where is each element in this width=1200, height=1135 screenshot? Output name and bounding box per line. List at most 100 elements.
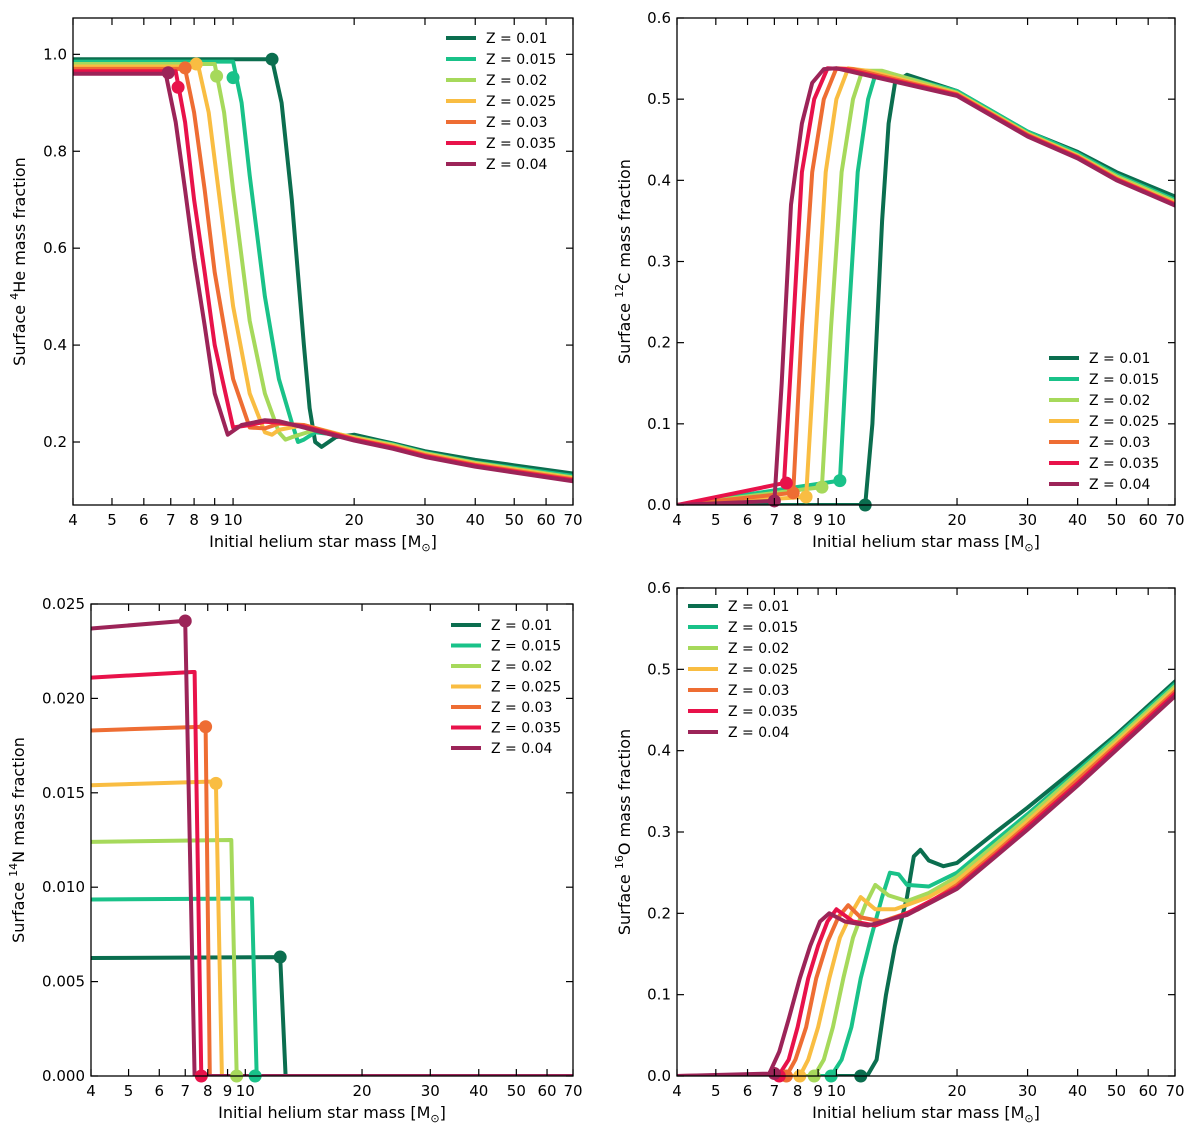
series-group: [677, 66, 1175, 505]
series-line-3: [677, 686, 1175, 1076]
y-tick-label: 0.4: [43, 336, 67, 354]
series-marker-1: [226, 71, 240, 85]
axes-frame: [72, 17, 574, 506]
x-tick-label: 70: [563, 1082, 582, 1100]
x-tick-label: 20: [947, 1082, 966, 1100]
y-tick-label: 0.005: [42, 973, 85, 991]
legend-label: Z = 0.02: [1089, 393, 1150, 409]
x-tick-label: 40: [469, 1082, 488, 1100]
legend-label: Z = 0.035: [486, 136, 556, 152]
legend-label: Z = 0.01: [728, 599, 789, 615]
y-tick-label: 0.3: [647, 823, 671, 841]
series-marker-6: [178, 614, 192, 628]
x-tick-label: 6: [139, 511, 149, 529]
x-axis-label: Initial helium star mass [M⊙]: [812, 532, 1040, 554]
x-tick-label: 9: [210, 511, 220, 529]
series-marker-5: [171, 80, 185, 94]
y-tick-label: 0.4: [647, 171, 671, 189]
y-tick-label: 0.015: [42, 784, 85, 802]
series-line-3: [91, 779, 573, 1076]
y-tick-label: 0.8: [43, 142, 67, 160]
series-line-2: [91, 838, 573, 1076]
x-tick-label: 60: [537, 511, 556, 529]
legend-label: Z = 0.015: [486, 52, 556, 68]
x-axis-label: Initial helium star mass [M⊙]: [218, 1103, 446, 1125]
x-tick-label: 8: [189, 511, 199, 529]
x-tick-label: 5: [711, 1082, 721, 1100]
y-tick-label: 0.6: [647, 579, 671, 597]
legend-label: Z = 0.035: [491, 721, 561, 737]
x-tick-label: 10: [827, 511, 846, 529]
y-tick-label: 0.0: [647, 496, 671, 514]
legend-label: Z = 0.03: [491, 700, 552, 716]
series-line-4: [91, 724, 573, 1076]
legend-label: Z = 0.04: [1089, 477, 1150, 493]
axes-frame: [676, 17, 1176, 506]
series-marker-2: [815, 480, 829, 494]
x-tick-label: 70: [563, 511, 582, 529]
series-marker-3: [209, 776, 223, 790]
series-line-1: [91, 896, 573, 1076]
legend: Z = 0.01 Z = 0.015 Z = 0.02 Z = 0.025 Z = 0.…: [688, 599, 798, 741]
legend-label: Z = 0.01: [486, 31, 547, 47]
x-axis-label: Initial helium star mass [M⊙]: [209, 532, 437, 554]
legend-label: Z = 0.025: [728, 662, 798, 678]
x-tick-label: 4: [68, 511, 78, 529]
y-tick-label: 0.025: [42, 595, 85, 613]
x-tick-label: 7: [166, 511, 176, 529]
y-tick-label: 0.5: [647, 90, 671, 108]
y-tick-label: 1.0: [43, 45, 67, 63]
series-line-0: [91, 955, 573, 1076]
legend-label: Z = 0.02: [486, 73, 547, 89]
x-tick-label: 20: [947, 511, 966, 529]
series-marker-0: [265, 52, 279, 66]
x-tick-label: 9: [813, 1082, 823, 1100]
x-tick-label: 9: [223, 1082, 233, 1100]
legend-label: Z = 0.04: [486, 157, 547, 173]
legend-label: Z = 0.04: [728, 725, 789, 741]
x-axis-label: Initial helium star mass [M⊙]: [812, 1103, 1040, 1125]
legend-label: Z = 0.035: [728, 704, 798, 720]
series-line-5: [91, 670, 573, 1076]
x-tick-label: 8: [793, 1082, 803, 1100]
panel-n14: 4 5 6 7 8 9 10 20 30 40 50 60 70 0.000 0.005 0.010 0.015…: [7, 595, 583, 1125]
legend-label: Z = 0.015: [728, 620, 798, 636]
x-tick-label: 5: [711, 511, 721, 529]
x-tick-label: 60: [1139, 511, 1158, 529]
x-tick-label: 10: [224, 511, 243, 529]
series-marker-1: [833, 474, 847, 488]
x-tick-label: 5: [107, 511, 117, 529]
x-tick-label: 9: [813, 511, 823, 529]
x-tick-label: 40: [1068, 1082, 1087, 1100]
y-tick-label: 0.2: [43, 433, 67, 451]
y-tick-label: 0.5: [647, 660, 671, 678]
legend-label: Z = 0.015: [1089, 372, 1159, 388]
panel-o16: 4 5 6 7 8 9 10 20 30 40 50 60 70 0.0 0.1 0.2 0.3 0.4 0.5 0.…: [613, 579, 1185, 1125]
y-tick-label: 0.020: [42, 689, 85, 707]
x-tick-label: 50: [505, 511, 524, 529]
legend-label: Z = 0.02: [728, 641, 789, 657]
x-tick-label: 70: [1165, 511, 1184, 529]
y-axis-label: Surface 12C mass fraction: [613, 159, 634, 364]
x-tick-label: 4: [672, 511, 682, 529]
y-tick-label: 0.4: [647, 742, 671, 760]
y-tick-label: 0.3: [647, 253, 671, 271]
series-line-6: [677, 694, 1175, 1076]
axes-frame: [90, 603, 574, 1077]
x-tick-label: 10: [236, 1082, 255, 1100]
legend: Z = 0.01 Z = 0.015 Z = 0.02 Z = 0.025 Z = 0.…: [1049, 351, 1159, 493]
series-marker-5: [779, 476, 793, 490]
series-group: [677, 679, 1175, 1076]
series-line-0: [677, 679, 1175, 1076]
x-tick-label: 50: [1107, 1082, 1126, 1100]
x-tick-label: 60: [537, 1082, 556, 1100]
legend-label: Z = 0.015: [491, 639, 561, 655]
x-tick-label: 6: [743, 1082, 753, 1100]
series-line-1: [677, 682, 1175, 1076]
series-marker-2: [210, 69, 224, 83]
series-line-5: [73, 69, 573, 483]
y-tick-label: 0.6: [647, 9, 671, 27]
legend: Z = 0.01 Z = 0.015 Z = 0.02 Z = 0.025 Z = 0.…: [446, 31, 556, 173]
legend: Z = 0.01 Z = 0.015 Z = 0.02 Z = 0.025 Z = 0.…: [451, 618, 561, 757]
series-marker-4: [178, 61, 192, 75]
